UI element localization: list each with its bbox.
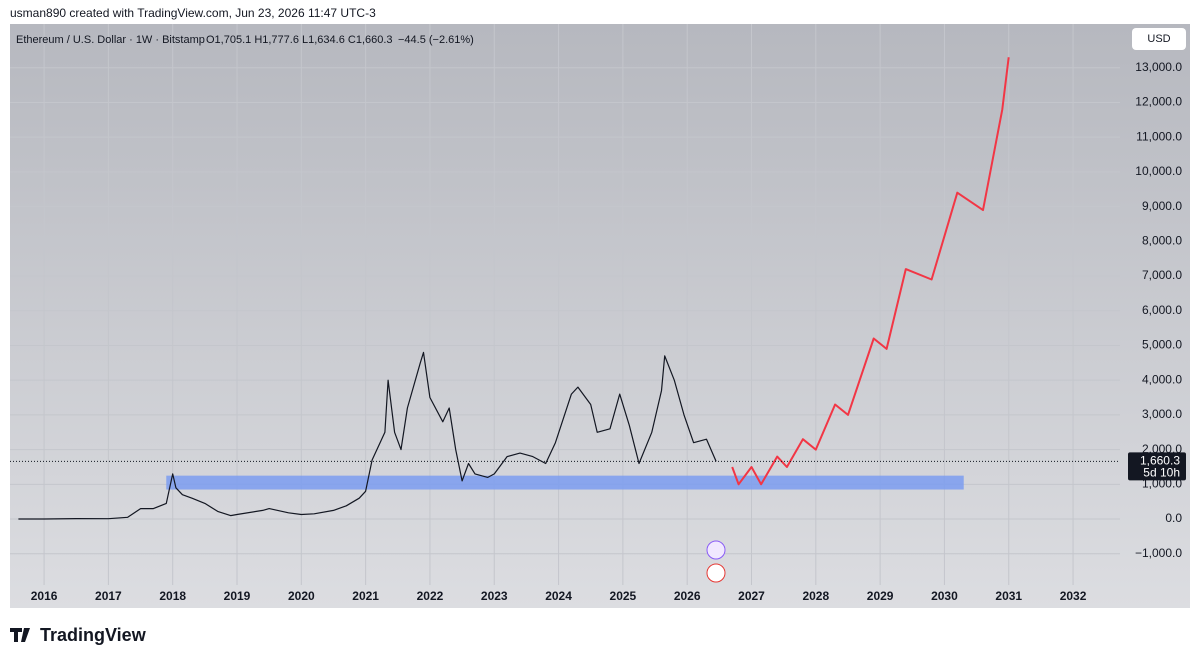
x-tick-label: 2024: [545, 589, 572, 603]
change-label: −44.5 (−2.61%): [398, 34, 474, 46]
y-tick-label: 11,000.0: [1136, 129, 1182, 143]
x-tick-label: 2020: [288, 589, 315, 603]
currency-label[interactable]: USD: [1147, 33, 1170, 45]
ohlc-label: O1,705.1 H1,777.6 L1,634.6 C1,660.3: [206, 34, 393, 46]
event-icon[interactable]: [706, 563, 726, 583]
y-tick-label: 2,000.0: [1142, 442, 1182, 456]
x-tick-label: 2016: [31, 589, 58, 603]
x-tick-label: 2021: [352, 589, 379, 603]
event-icon[interactable]: [706, 540, 726, 560]
y-tick-label: 9,000.0: [1142, 199, 1182, 213]
x-tick-label: 2017: [95, 589, 122, 603]
x-tick-label: 2032: [1060, 589, 1087, 603]
y-tick-label: 3,000.0: [1142, 407, 1182, 421]
y-tick-label: 13,000.0: [1135, 60, 1182, 74]
brand-name: TradingView: [40, 625, 147, 645]
x-tick-label: 2030: [931, 589, 958, 603]
y-tick-label: 8,000.0: [1142, 233, 1182, 247]
y-tick-label: 6,000.0: [1142, 303, 1182, 317]
y-tick-label: 0.0: [1165, 511, 1182, 525]
y-tick-label: 7,000.0: [1142, 268, 1182, 282]
x-tick-label: 2031: [995, 589, 1022, 603]
last-price-label: 1,660.3: [1140, 454, 1180, 468]
y-tick-label: −1,000.0: [1135, 546, 1182, 560]
y-tick-label: 12,000.0: [1135, 95, 1182, 109]
y-tick-label: 10,000.0: [1135, 164, 1182, 178]
plot: [10, 24, 1120, 585]
x-tick-label: 2028: [802, 589, 829, 603]
x-tick-label: 2018: [159, 589, 186, 603]
chart-pane: [10, 24, 1190, 608]
countdown-label: 5d 10h: [1143, 466, 1180, 480]
symbol-label: Ethereum / U.S. Dollar · 1W · Bitstamp: [16, 34, 205, 46]
price-line: [731, 57, 1010, 486]
x-tick-label: 2029: [867, 589, 894, 603]
x-tick-label: 2025: [610, 589, 637, 603]
x-tick-label: 2019: [224, 589, 251, 603]
x-tick-label: 2026: [674, 589, 701, 603]
author-line: usman890 created with TradingView.com, J…: [10, 6, 376, 20]
x-tick-label: 2027: [738, 589, 765, 603]
y-tick-label: 5,000.0: [1142, 338, 1182, 352]
support-zone: [166, 475, 964, 490]
y-tick-label: 4,000.0: [1142, 372, 1182, 386]
last-price-box: [1128, 452, 1186, 481]
x-tick-label: 2023: [481, 589, 508, 603]
x-tick-label: 2022: [417, 589, 444, 603]
price-line: [18, 351, 717, 520]
currency-button[interactable]: [1132, 28, 1186, 50]
brand-logo: [10, 628, 30, 642]
